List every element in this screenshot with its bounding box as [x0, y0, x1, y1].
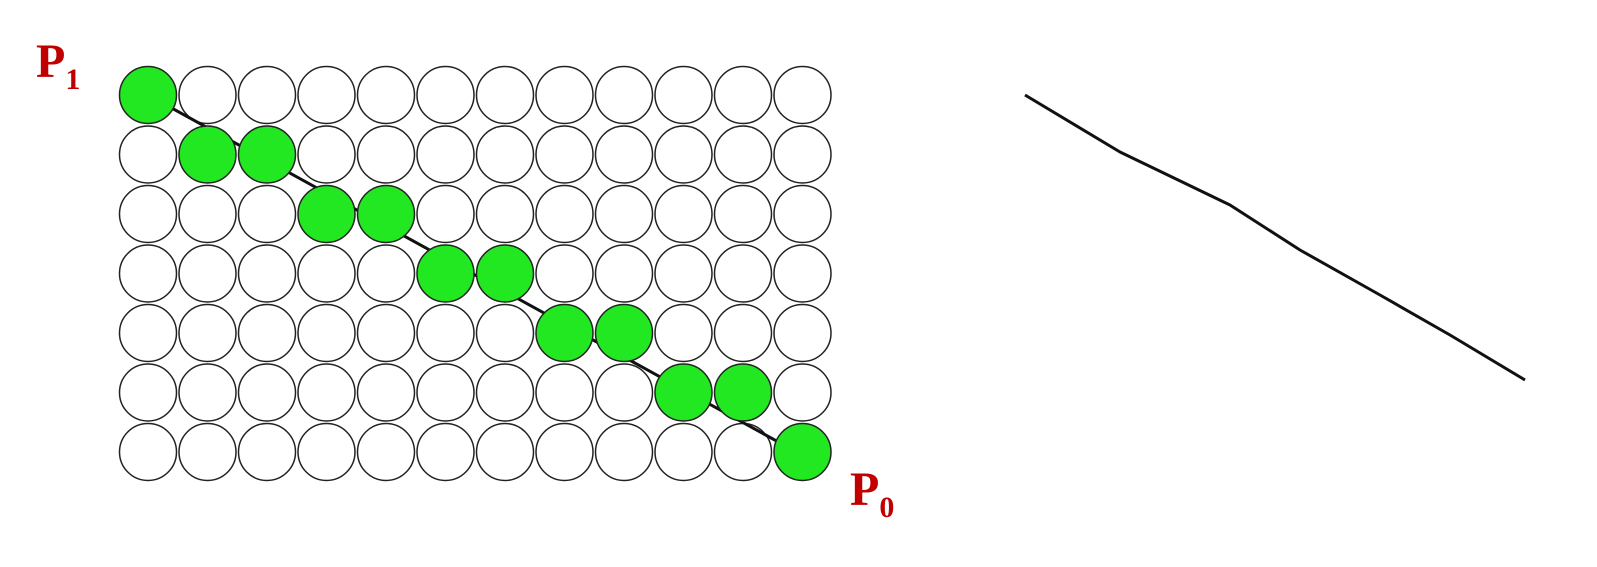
- pixel-off: [773, 303, 832, 363]
- pixel-off: [594, 363, 654, 422]
- pixel-off: [594, 422, 654, 482]
- pixel-on: [773, 422, 832, 482]
- pixel-off: [773, 65, 832, 125]
- pixel-off: [654, 184, 713, 244]
- pixel-off: [356, 125, 416, 184]
- pixel-off: [118, 303, 178, 363]
- pixel-off: [535, 65, 594, 125]
- pixel-off: [594, 125, 654, 184]
- pixel-off: [475, 363, 535, 422]
- pixel-off: [356, 363, 416, 422]
- rasterized-pixels: [118, 65, 832, 482]
- pixel-on: [535, 303, 594, 363]
- pixel-off: [356, 422, 416, 482]
- pixel-off: [297, 363, 356, 422]
- pixel-off: [178, 65, 237, 125]
- pixel-off: [118, 363, 178, 422]
- pixel-off: [594, 184, 654, 244]
- pixel-off: [475, 422, 535, 482]
- pixel-off: [356, 244, 416, 303]
- pixel-off: [535, 422, 594, 482]
- pixel-off: [178, 244, 237, 303]
- pixel-off: [713, 303, 773, 363]
- pixel-off: [654, 422, 713, 482]
- pixel-on: [594, 303, 654, 363]
- pixel-off: [178, 363, 237, 422]
- pixel-on: [654, 363, 713, 422]
- pixel-off: [773, 184, 832, 244]
- pixel-off: [475, 184, 535, 244]
- pixel-off: [654, 125, 713, 184]
- pixel-off: [297, 65, 356, 125]
- label-p1: P1: [36, 35, 80, 96]
- pixel-off: [416, 184, 475, 244]
- pixel-off: [297, 422, 356, 482]
- pixel-on: [356, 184, 416, 244]
- pixel-off: [416, 422, 475, 482]
- pixel-off: [416, 303, 475, 363]
- pixel-on: [475, 244, 535, 303]
- pixel-off: [535, 363, 594, 422]
- pixel-on: [416, 244, 475, 303]
- rendered-line: [1024, 93, 1526, 382]
- pixel-off: [535, 125, 594, 184]
- pixel-off: [118, 244, 178, 303]
- pixel-off: [773, 125, 832, 184]
- pixel-off: [654, 244, 713, 303]
- pixel-off: [654, 65, 713, 125]
- pixel-off: [475, 125, 535, 184]
- pixel-off: [178, 303, 237, 363]
- label-p0: P0: [850, 463, 894, 524]
- pixel-off: [118, 125, 178, 184]
- pixel-off: [178, 422, 237, 482]
- pixel-off: [297, 303, 356, 363]
- pixel-off: [237, 422, 297, 482]
- pixel-off: [416, 65, 475, 125]
- pixel-off: [594, 65, 654, 125]
- pixel-off: [237, 363, 297, 422]
- pixel-off: [356, 303, 416, 363]
- pixel-on: [237, 125, 297, 184]
- pixel-off: [356, 65, 416, 125]
- pixel-off: [535, 244, 594, 303]
- pixel-off: [713, 244, 773, 303]
- pixel-off: [594, 244, 654, 303]
- pixel-off: [237, 244, 297, 303]
- pixel-off: [654, 303, 713, 363]
- pixel-on: [713, 363, 773, 422]
- pixel-off: [297, 125, 356, 184]
- pixel-off: [475, 303, 535, 363]
- pixel-off: [475, 65, 535, 125]
- pixel-off: [118, 184, 178, 244]
- pixel-off: [713, 65, 773, 125]
- pixel-on: [118, 65, 178, 125]
- pixel-off: [297, 244, 356, 303]
- pixel-off: [237, 303, 297, 363]
- pixel-off: [416, 363, 475, 422]
- pixel-on: [297, 184, 356, 244]
- pixel-off: [118, 422, 178, 482]
- pixel-off: [713, 184, 773, 244]
- pixel-off: [237, 184, 297, 244]
- pixel-off: [535, 184, 594, 244]
- pixel-off: [713, 125, 773, 184]
- pixel-off: [416, 125, 475, 184]
- pixel-on: [178, 125, 237, 184]
- pixel-off: [773, 363, 832, 422]
- pixel-grid: [118, 65, 832, 482]
- pixel-off: [237, 65, 297, 125]
- pixel-off: [773, 244, 832, 303]
- pixel-off: [178, 184, 237, 244]
